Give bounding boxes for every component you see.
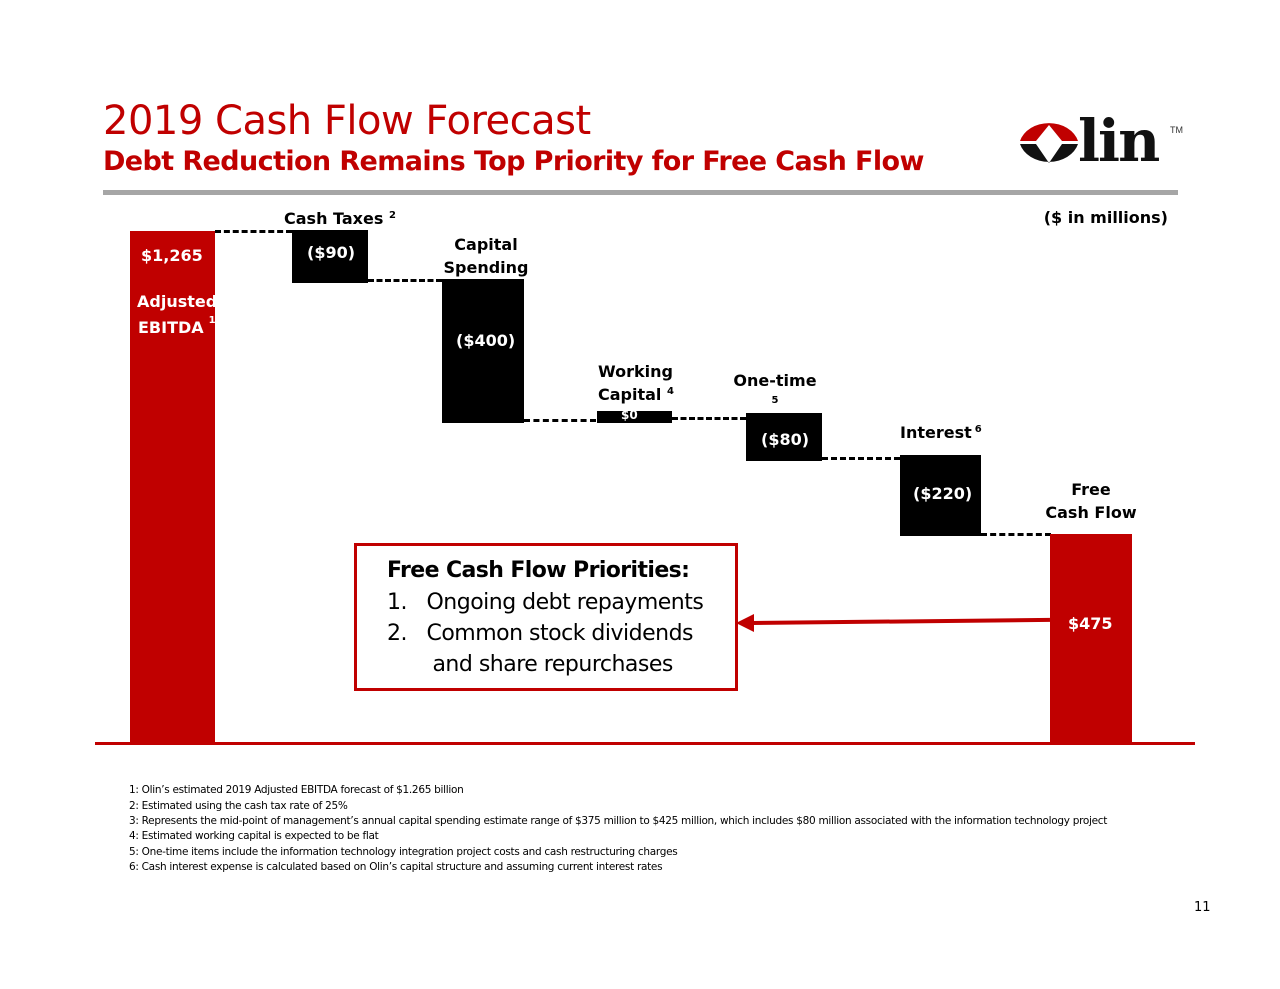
footnote-5: 5: One-time items include the informatio…	[129, 846, 678, 858]
connector-4	[672, 417, 746, 420]
cash-taxes-label: Cash Taxes 2	[284, 209, 396, 228]
slide-subtitle: Debt Reduction Remains Top Priority for …	[103, 146, 924, 177]
fcf-value: $475	[1068, 614, 1113, 633]
bar-capital-spending	[442, 279, 524, 423]
connector-2	[368, 279, 442, 282]
bar-one-time-items	[746, 413, 822, 461]
footnote-1: 1: Olin’s estimated 2019 Adjusted EBITDA…	[129, 784, 464, 796]
footnote-6: 6: Cash interest expense is calculated b…	[129, 861, 663, 873]
one-time-items-value: ($80)	[761, 430, 810, 449]
priorities-box: Free Cash Flow Priorities: 1. Ongoing de…	[354, 543, 738, 691]
interest-label: Interest 6	[900, 423, 982, 442]
logo-wordmark: lin	[1078, 107, 1160, 175]
connector-6	[981, 533, 1051, 536]
working-capital-label: Working Capital 4	[598, 362, 674, 404]
bar-adjusted-ebitda	[130, 231, 215, 744]
bar-free-cash-flow	[1050, 534, 1132, 744]
interest-value: ($220)	[913, 484, 973, 503]
ebitda-label-1: Adjusted	[137, 292, 218, 311]
capex-value: ($400)	[456, 331, 516, 350]
priorities-heading: Free Cash Flow Priorities:	[387, 558, 690, 583]
ebitda-value: $1,265	[141, 246, 203, 265]
footnote-2: 2: Estimated using the cash tax rate of …	[129, 800, 348, 812]
olin-logo: lin TM	[1018, 107, 1188, 175]
bar-cash-taxes	[292, 230, 368, 283]
ebitda-label-2: EBITDA 1	[138, 315, 216, 337]
arrow-line	[751, 617, 1051, 625]
bar-interest	[900, 455, 981, 536]
bar-working-capital	[597, 411, 672, 423]
priority-item-2-cont: and share repurchases	[387, 652, 673, 677]
olin-diamond-icon	[1020, 123, 1078, 163]
connector-3	[524, 419, 596, 422]
units-label: ($ in millions)	[1043, 208, 1168, 227]
trademark: TM	[1170, 125, 1183, 135]
priority-item-2: 2. Common stock dividends	[387, 621, 694, 646]
footnote-4: 4: Estimated working capital is expected…	[129, 830, 379, 842]
chart-baseline	[95, 742, 1195, 745]
working-capital-value: $0	[621, 408, 638, 422]
page-number: 11	[1194, 900, 1211, 915]
fcf-label: Free Cash Flow	[1045, 480, 1137, 522]
connector-5	[822, 457, 900, 460]
arrow-left-icon	[736, 614, 754, 632]
header-divider	[103, 190, 1178, 195]
priority-item-1: 1. Ongoing debt repayments	[387, 590, 704, 615]
connector-1	[215, 230, 292, 233]
footnote-3: 3: Represents the mid-point of managemen…	[129, 815, 1108, 827]
cash-taxes-value: ($90)	[307, 243, 356, 262]
slide-title: 2019 Cash Flow Forecast	[103, 98, 591, 144]
